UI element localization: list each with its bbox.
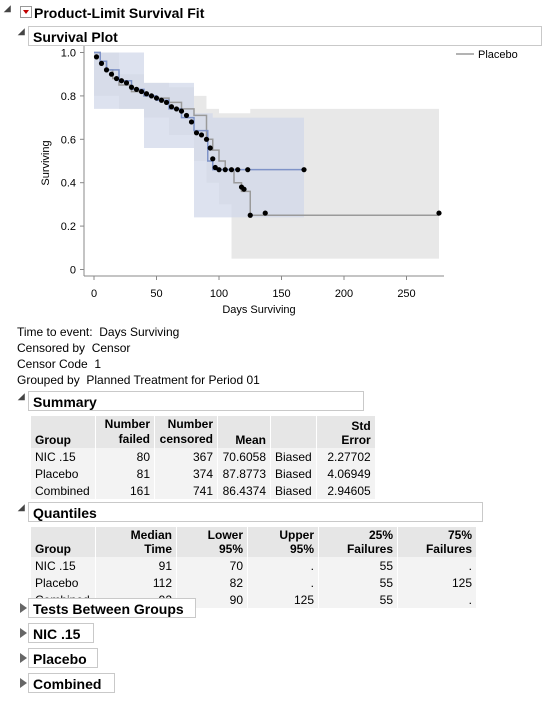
col-header: Number censored bbox=[154, 416, 218, 448]
expand-icon[interactable] bbox=[20, 678, 27, 688]
censor-point bbox=[93, 54, 100, 60]
censor-point bbox=[245, 167, 251, 173]
censor-point bbox=[163, 99, 170, 106]
col-header: 75% Failures bbox=[397, 527, 476, 557]
censor-point bbox=[118, 78, 125, 84]
table-row: Placebo 112 82 . 55 125 bbox=[30, 574, 476, 591]
x-tick-label: 50 bbox=[150, 288, 162, 300]
x-tick-label: 100 bbox=[210, 288, 228, 300]
summary-header[interactable]: Summary bbox=[28, 391, 364, 411]
censor-point bbox=[247, 212, 253, 218]
expand-icon[interactable] bbox=[20, 653, 27, 663]
censor-point bbox=[301, 167, 307, 173]
combined-header[interactable]: Combined bbox=[28, 673, 115, 693]
col-header: Lower 95% bbox=[176, 527, 248, 557]
censor-point bbox=[235, 167, 241, 173]
col-header: 25% Failures bbox=[318, 527, 398, 557]
summary-table: Group Number failed Number censored Mean S… bbox=[30, 416, 375, 499]
collapse-icon[interactable] bbox=[17, 28, 29, 39]
censor-point bbox=[210, 156, 216, 162]
col-header: Group bbox=[30, 416, 96, 448]
collapse-icon[interactable] bbox=[3, 5, 15, 16]
x-tick-label: 200 bbox=[335, 288, 353, 300]
table-row: Placebo 81 374 87.8773 Biased 4.06949 bbox=[30, 465, 375, 482]
censor-point bbox=[228, 167, 235, 173]
col-header: Upper 95% bbox=[247, 527, 319, 557]
censor-point bbox=[148, 93, 155, 99]
censor-point bbox=[108, 71, 115, 77]
col-header: Number failed bbox=[95, 416, 155, 448]
censor-point bbox=[207, 145, 213, 151]
col-header: Std Error bbox=[315, 416, 375, 448]
censor-point bbox=[173, 106, 180, 112]
report-title: Product-Limit Survival Fit bbox=[34, 3, 543, 23]
x-axis-label: Days Surviving bbox=[222, 304, 295, 316]
quantiles-header[interactable]: Quantiles bbox=[28, 502, 483, 522]
red-triangle-menu-icon[interactable] bbox=[20, 6, 32, 18]
table-row: Combined 161 741 86.4374 Biased 2.94605 bbox=[30, 482, 375, 499]
y-tick-label: 0.4 bbox=[61, 178, 76, 190]
table-row: NIC .15 80 367 70.6058 Biased 2.27702 bbox=[30, 448, 375, 465]
censor-point bbox=[241, 186, 247, 192]
y-axis-label: Surviving bbox=[40, 140, 52, 185]
censor-point bbox=[113, 75, 120, 82]
x-tick-label: 150 bbox=[272, 288, 290, 300]
censor-point bbox=[153, 95, 160, 101]
survival-plot-header[interactable]: Survival Plot bbox=[28, 26, 542, 46]
placebo-header[interactable]: Placebo bbox=[28, 648, 98, 668]
y-tick-label: 0.8 bbox=[61, 91, 76, 103]
censor-point bbox=[98, 60, 105, 66]
censor-point bbox=[222, 167, 228, 173]
x-tick-label: 0 bbox=[91, 288, 97, 300]
quantiles-title: Quantiles bbox=[33, 505, 97, 521]
survival-line-placebo bbox=[94, 51, 439, 216]
info-censored-by: Censored by Censor bbox=[17, 341, 131, 355]
nic-15-header[interactable]: NIC .15 bbox=[28, 623, 94, 643]
expand-icon[interactable] bbox=[20, 603, 27, 613]
info-grouped-by: Grouped by Planned Treatment for Period … bbox=[17, 373, 260, 387]
survival-plot-title: Survival Plot bbox=[33, 29, 118, 45]
col-header: Group bbox=[30, 527, 96, 557]
y-tick-label: 0 bbox=[70, 264, 76, 276]
col-header: Mean bbox=[217, 416, 271, 448]
censor-point bbox=[133, 86, 140, 92]
survival-plot: Surviving 0 0.2 0.4 0.6 0.8 1.0 0 50 100 150 200 2… bbox=[40, 46, 518, 316]
table-row: NIC .15 91 70 . 55 . bbox=[30, 557, 476, 574]
censor-point bbox=[188, 119, 195, 125]
censor-point bbox=[198, 132, 205, 138]
expand-icon[interactable] bbox=[20, 628, 27, 638]
info-time-to-event: Time to event: Days Surviving bbox=[17, 325, 180, 339]
collapse-icon[interactable] bbox=[17, 504, 29, 515]
col-header bbox=[270, 416, 317, 448]
censor-point bbox=[216, 167, 222, 173]
censor-point bbox=[123, 80, 130, 86]
censor-point bbox=[203, 136, 210, 142]
censor-point bbox=[158, 97, 165, 103]
y-tick-label: 0.2 bbox=[61, 221, 76, 233]
censor-point bbox=[138, 88, 145, 95]
censor-point bbox=[143, 91, 150, 97]
col-header: Median Time bbox=[95, 527, 177, 557]
tests-between-groups-header[interactable]: Tests Between Groups bbox=[28, 598, 196, 618]
y-tick-label: 0.6 bbox=[61, 134, 76, 146]
censor-point bbox=[193, 130, 200, 136]
x-tick-label: 250 bbox=[397, 288, 415, 300]
report-title-text: Product-Limit Survival Fit bbox=[34, 5, 205, 21]
censor-point bbox=[436, 210, 442, 216]
censor-point bbox=[262, 210, 268, 216]
censor-point bbox=[128, 84, 135, 90]
info-censor-code: Censor Code 1 bbox=[17, 357, 102, 371]
collapse-icon[interactable] bbox=[17, 393, 29, 404]
quantiles-table: Group Median Time Lower 95% Upper 95% 25… bbox=[30, 527, 476, 608]
legend-placebo: Placebo bbox=[478, 49, 518, 61]
summary-title: Summary bbox=[33, 394, 97, 410]
y-tick-label: 1.0 bbox=[61, 48, 76, 60]
censor-point bbox=[103, 67, 110, 73]
censor-point bbox=[178, 108, 185, 114]
censor-point bbox=[183, 112, 190, 119]
censor-point bbox=[168, 104, 175, 110]
